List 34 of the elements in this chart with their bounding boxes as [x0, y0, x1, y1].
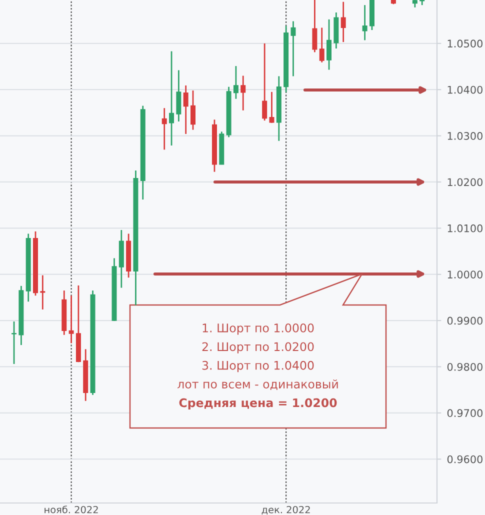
candlestick: [340, 1, 346, 43]
x-tick-label: нояб. 2022: [44, 506, 98, 514]
candlestick: [233, 65, 238, 100]
y-tick-label: 1.0400: [448, 86, 482, 94]
x-tick-label: дек. 2022: [262, 506, 310, 515]
candlestick: [290, 20, 296, 77]
y-tick-label: 1.0200: [448, 178, 482, 186]
y-tick-label: 0.9800: [447, 362, 482, 371]
y-tick-label: 1.0100: [448, 224, 482, 232]
candlestick: [68, 294, 74, 344]
annotation: 1. Шорт по 1.0000: [202, 323, 314, 335]
y-tick-label: 1.0000: [448, 270, 482, 278]
y-tick-label: 0.9900: [447, 316, 482, 325]
annotation: Средняя цена = 1.0200: [179, 398, 337, 410]
candlestick: [40, 274, 46, 310]
candlestick: [183, 84, 188, 135]
candlestick: [319, 27, 324, 64]
candlestick: [12, 320, 17, 365]
candlestick: [169, 50, 174, 146]
candlestick: [326, 18, 332, 70]
y-tick-label: 1.0300: [448, 132, 482, 140]
candlestick: [362, 4, 368, 41]
candlestick: [262, 42, 268, 122]
annotation: 3. Шорт по 1.0400: [202, 360, 314, 372]
candlestick: [176, 70, 182, 122]
candlestick: [190, 90, 196, 130]
candlestick: [312, 0, 318, 53]
annotation: лот по всем - одинаковый: [178, 379, 338, 390]
candlestick: [162, 107, 167, 150]
annotation: 2. Шорт по 1.0200: [202, 342, 314, 354]
y-tick-label: 0.9700: [447, 409, 482, 418]
y-tick-label: 1.0500: [448, 40, 482, 48]
y-tick-label: 0.9600: [447, 455, 482, 464]
candlestick: [240, 75, 246, 112]
